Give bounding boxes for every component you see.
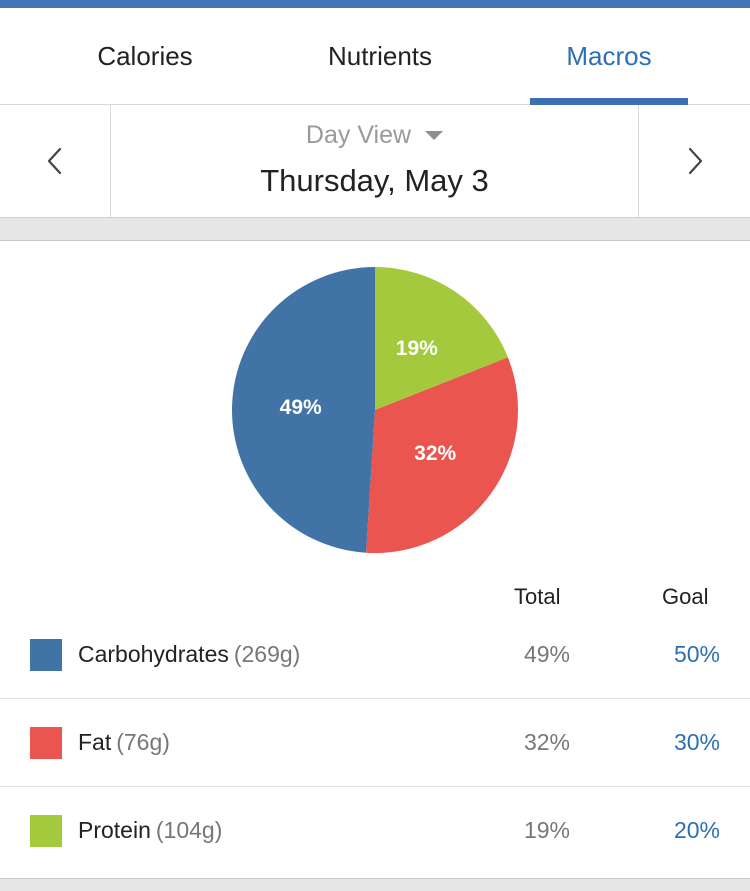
macro-grams: (269g) [233,640,301,667]
macro-grams: (104g) [155,816,223,843]
macros-pie-chart: 19% 32% 49% [0,241,750,581]
pie-label-fat: 32% [414,442,456,465]
date-navigation-bar: Day View Thursday, May 3 [0,105,750,218]
pie-label-carbohydrates: 49% [280,396,322,419]
pie-slice-fat [366,357,518,553]
section-divider [0,218,750,241]
carbohydrates-total: 49% [523,640,570,667]
tab-nutrients[interactable]: Nutrients [270,8,490,104]
goal-column-header: Goal [662,584,709,609]
view-mode-label: Day View [305,120,412,149]
carbohydrates-label: Carbohydrates (269g) [78,610,300,698]
caret-down-icon [425,130,444,140]
macro-row-carbohydrates: Carbohydrates (269g) 49% 50% [0,610,750,699]
macro-row-fat: Fat (76g) 32% 30% [0,698,750,787]
tab-macros-label: Macros [566,40,652,71]
macro-grams: (76g) [116,728,170,755]
fat-label: Fat (76g) [78,698,170,786]
macro-name: Fat [78,728,112,755]
pie-label-protein: 19% [396,337,438,360]
macro-row-protein: Protein (104g) 19% 20% [0,786,750,874]
fat-color-swatch [30,727,62,759]
pie-slice-protein [375,267,508,410]
protein-color-swatch [30,815,62,847]
bottom-divider [0,878,750,891]
protein-label: Protein (104g) [78,786,222,874]
total-column-header: Total [514,584,561,609]
chevron-right-icon [688,147,702,175]
protein-total: 19% [523,816,570,843]
tab-bar: Calories Nutrients Macros [0,8,750,105]
tab-macros[interactable]: Macros [530,8,688,105]
carbohydrates-color-swatch [30,639,62,671]
chevron-left-icon [47,147,62,175]
top-accent-strip [0,0,750,8]
protein-goal[interactable]: 20% [673,816,720,843]
active-tab-indicator [530,98,688,105]
fat-goal[interactable]: 30% [673,728,720,755]
previous-day-button[interactable] [0,105,111,217]
macro-name: Carbohydrates [78,640,229,667]
tab-calories-label: Calories [97,40,193,71]
tab-calories[interactable]: Calories [40,8,250,104]
date-display: Day View Thursday, May 3 [111,105,638,217]
fat-total: 32% [523,728,570,755]
pie-chart-svg: 19% 32% 49% [232,267,518,553]
current-date: Thursday, May 3 [260,163,489,198]
next-day-button[interactable] [638,105,750,217]
carbohydrates-goal[interactable]: 50% [673,640,720,667]
pie-slice-carbohydrates [232,267,375,553]
tab-nutrients-label: Nutrients [327,40,433,71]
macro-name: Protein [78,816,151,843]
view-mode-dropdown[interactable]: Day View [305,117,444,153]
